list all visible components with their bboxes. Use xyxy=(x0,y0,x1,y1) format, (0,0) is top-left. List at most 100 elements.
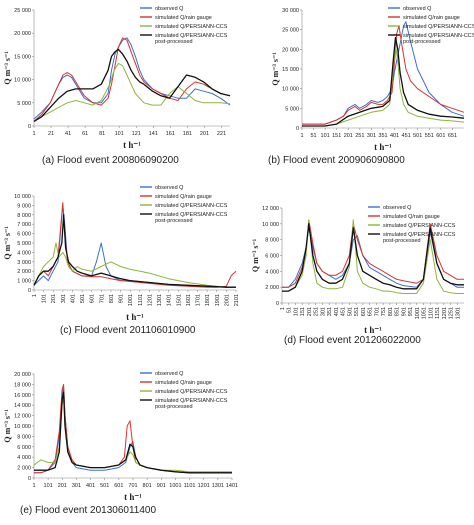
y-tick-label: 12 000 xyxy=(14,414,31,420)
x-tick-label: 1 xyxy=(32,294,38,297)
legend-label: simulated Q/PERSIANN-CCS xyxy=(403,24,474,30)
x-tick-label: 1 xyxy=(32,483,35,489)
x-tick-label: 901 xyxy=(401,307,407,316)
x-tick-label: 1051 xyxy=(422,307,428,319)
x-tick-label: 751 xyxy=(381,307,387,316)
x-tick-label: 401 xyxy=(86,483,95,489)
y-tick-label: 1 000 xyxy=(17,279,31,285)
y-tick-label: 2 000 xyxy=(17,269,31,275)
legend-label: simulated Q/rain gauge xyxy=(383,214,440,220)
x-tick-label: 201 xyxy=(51,294,57,303)
y-axis-label: Q m⁻³ s⁻¹ xyxy=(251,238,260,272)
x-tick-label: 221 xyxy=(217,131,226,137)
x-tick-label: 251 xyxy=(355,133,364,139)
x-tick-label: 1301 xyxy=(157,294,163,306)
y-tick-label: 0 xyxy=(276,301,279,307)
legend-label: observed Q xyxy=(155,185,184,191)
x-axis-label: t h⁻¹ xyxy=(124,492,142,502)
series-line-persiann-ccs-post xyxy=(282,223,464,292)
x-tick-label: 301 xyxy=(320,307,326,316)
legend: observed Q simulated Q/rain gauge simulate… xyxy=(368,205,456,244)
x-tick-label: 81 xyxy=(99,131,105,137)
chart-panel-e: 0 2 000 4 000 6 000 8 000 10 000 12 000 14 000 1… xyxy=(3,371,238,516)
panel-caption: (e) Flood event 201306011400 xyxy=(20,505,156,516)
legend-label: simulated Q/PERSIANN-CCS xyxy=(155,389,228,395)
y-tick-label: 10 000 xyxy=(282,87,299,93)
y-tick-label: 6 000 xyxy=(17,445,31,451)
legend-label: simulated Q/rain gauge xyxy=(403,15,460,21)
legend-label: simulated Q/PERSIANN-CCS xyxy=(155,24,228,30)
series-line-persiann-ccs xyxy=(302,44,465,127)
legend-label: simulated Q/PERSIANN-CCS xyxy=(155,203,228,209)
x-tick-label: 101 xyxy=(115,131,124,137)
y-tick-label: 15 000 xyxy=(14,54,31,60)
series-line-persiann-ccs-post xyxy=(34,391,232,474)
y-tick-label: 10 000 xyxy=(262,222,279,228)
series-line-rain-gauge xyxy=(302,25,465,125)
x-tick-label: 601 xyxy=(90,294,96,303)
legend-label: post-processed xyxy=(155,39,193,45)
x-tick-label: 651 xyxy=(368,307,374,316)
x-tick-label: 101 xyxy=(42,294,48,303)
legend-label: observed Q xyxy=(403,6,432,12)
x-tick-label: 1251 xyxy=(449,307,455,319)
legend-label: post-processed xyxy=(403,39,441,45)
y-tick-label: 0 xyxy=(28,476,31,482)
legend-label: simulated Q/PERSIANN-CCS xyxy=(383,223,456,229)
legend-label: simulated Q/PERSIANN-CCS xyxy=(155,398,228,404)
legend: observed Q simulated Q/rain gauge simulate… xyxy=(140,371,228,410)
x-tick-label: 2001 xyxy=(224,294,230,306)
y-tick-label: 6 000 xyxy=(265,254,279,260)
y-tick-label: 8 000 xyxy=(265,238,279,244)
x-tick-label: 501 xyxy=(347,307,353,316)
x-tick-label: 101 xyxy=(44,483,53,489)
y-tick-label: 25 000 xyxy=(14,8,31,14)
x-tick-label: 201 xyxy=(58,483,67,489)
x-tick-label: 301 xyxy=(367,133,376,139)
y-axis-label: Q m⁻³ s⁻¹ xyxy=(271,52,280,86)
x-tick-label: 1301 xyxy=(212,483,224,489)
y-tick-label: 7 000 xyxy=(17,222,31,228)
y-axis-label: Q m⁻³ s⁻¹ xyxy=(3,226,12,260)
x-tick-label: 551 xyxy=(354,307,360,316)
x-tick-label: 301 xyxy=(72,483,81,489)
x-tick-label: 601 xyxy=(436,133,445,139)
series-line-persiann-ccs xyxy=(33,242,236,288)
series-line-rain-gauge xyxy=(33,37,231,122)
y-tick-label: 4 000 xyxy=(17,250,31,256)
x-tick-label: 101 xyxy=(293,307,299,316)
x-tick-label: 1 xyxy=(32,131,35,137)
y-tick-label: 14 000 xyxy=(14,403,31,409)
legend-label: simulated Q/rain gauge xyxy=(155,194,212,200)
x-tick-label: 601 xyxy=(361,307,367,316)
y-tick-label: 12 000 xyxy=(262,206,279,212)
y-tick-label: 20 000 xyxy=(14,31,31,37)
x-tick-label: 951 xyxy=(408,307,414,316)
legend: observed Q simulated Q/rain gauge simulate… xyxy=(140,185,228,224)
x-tick-label: 181 xyxy=(183,131,192,137)
legend-label: post-processed xyxy=(155,404,193,410)
x-tick-label: 1101 xyxy=(138,294,144,306)
y-tick-label: 4 000 xyxy=(17,455,31,461)
y-tick-label: 18 000 xyxy=(14,382,31,388)
x-tick-label: 451 xyxy=(402,133,411,139)
x-tick-label: 601 xyxy=(114,483,123,489)
y-tick-label: 20 000 xyxy=(14,372,31,378)
x-tick-label: 651 xyxy=(448,133,457,139)
legend-label: simulated Q/PERSIANN-CCS xyxy=(403,33,474,39)
x-tick-label: 1201 xyxy=(198,483,210,489)
x-axis-label: t h⁻¹ xyxy=(364,325,382,335)
x-tick-label: 1001 xyxy=(128,294,134,306)
x-tick-label: 1101 xyxy=(428,307,434,319)
y-tick-label: 2 000 xyxy=(17,466,31,472)
y-tick-label: 0 xyxy=(296,126,299,132)
x-tick-label: 21 xyxy=(48,131,54,137)
x-tick-label: 351 xyxy=(327,307,333,316)
x-tick-label: 1601 xyxy=(186,294,192,306)
series-line-persiann-ccs-post xyxy=(302,36,465,127)
x-tick-label: 901 xyxy=(119,294,125,303)
x-tick-label: 801 xyxy=(143,483,152,489)
x-tick-label: 1001 xyxy=(169,483,181,489)
